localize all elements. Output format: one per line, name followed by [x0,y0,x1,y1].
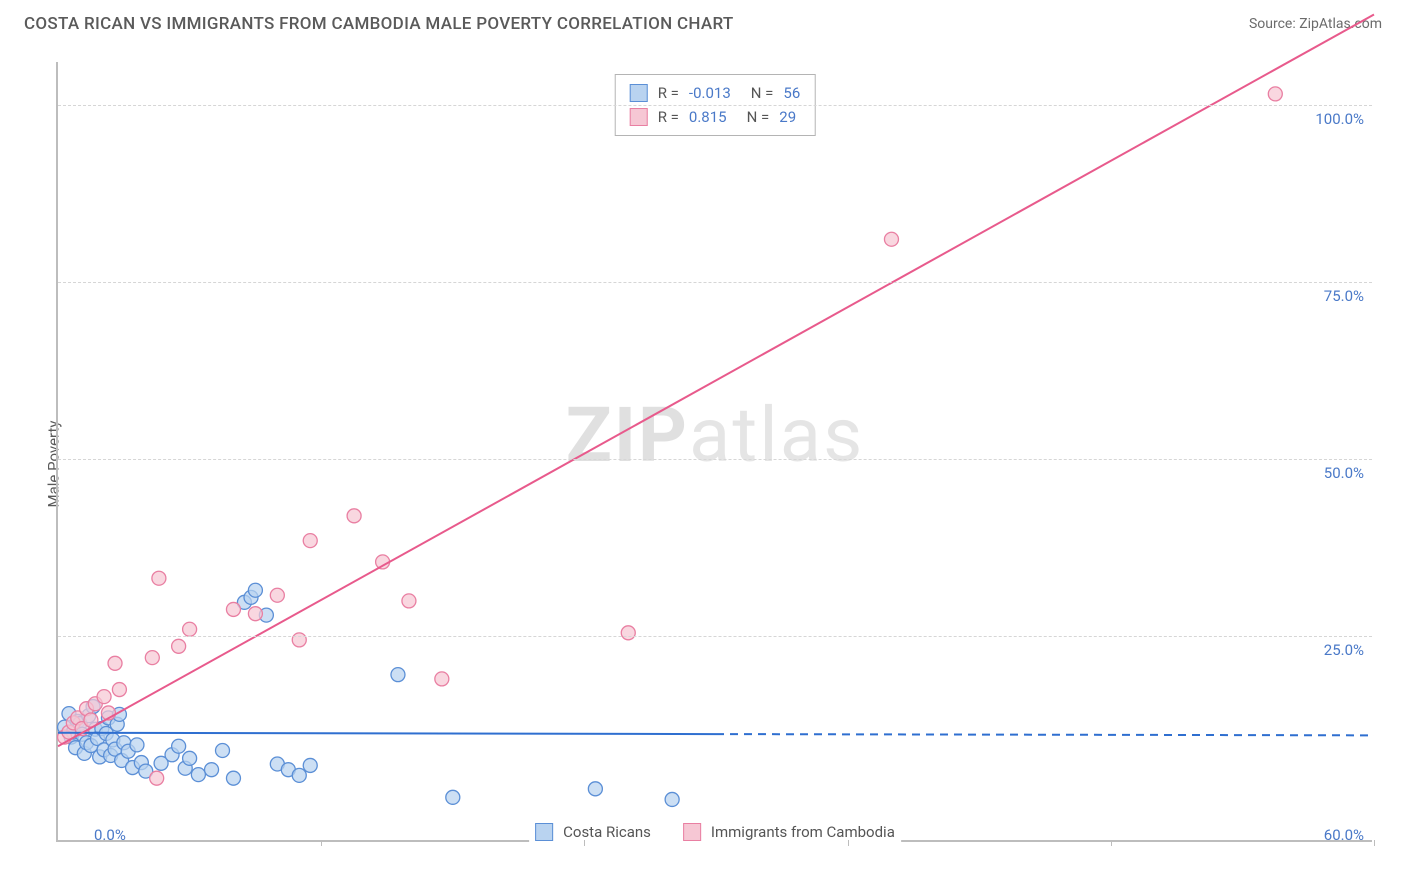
data-point [205,763,219,777]
plot-area: ZIPatlas R = -0.013N = 56R = 0.815N = 29… [56,62,1372,842]
y-tick-label: 100.0% [1315,110,1364,128]
data-point [248,583,262,597]
data-point [402,594,416,608]
data-point [1268,87,1282,101]
data-point [150,771,164,785]
data-point [588,782,602,796]
data-point [183,622,197,636]
data-point [216,744,230,758]
x-tick [321,840,322,846]
data-point [270,588,284,602]
data-point [621,626,635,640]
regression-line-extrapolated [716,734,1374,735]
stats-legend-row: R = -0.013 N = 56 [630,81,801,105]
source-attribution: Source: ZipAtlas.com [1249,16,1382,32]
data-point [152,571,166,585]
data-point [665,792,679,806]
r-label: R = [658,105,679,129]
data-point [226,771,240,785]
data-point [303,534,317,548]
data-point [97,690,111,704]
x-tick [584,840,585,846]
x-tick [848,840,849,846]
series-legend-item: Immigrants from Cambodia [683,820,895,844]
data-point [108,656,122,670]
data-point [130,738,144,752]
gridline [58,282,1372,283]
gridline [58,105,1372,106]
data-point [435,672,449,686]
n-label: N = [747,105,770,129]
legend-swatch [535,823,553,841]
data-point [303,758,317,772]
chart-title: COSTA RICAN VS IMMIGRANTS FROM CAMBODIA … [24,14,734,34]
data-point [172,739,186,753]
data-point [446,790,460,804]
data-point [183,751,197,765]
y-tick-label: 50.0% [1324,464,1364,482]
x-origin-label: 0.0% [94,826,126,844]
data-point [172,639,186,653]
data-point [347,509,361,523]
n-label: N = [751,81,774,105]
r-label: R = [658,81,679,105]
x-tick [1111,840,1112,846]
source-link[interactable]: ZipAtlas.com [1299,16,1382,32]
data-point [248,607,262,621]
legend-swatch [630,84,648,102]
x-tick [1374,840,1375,846]
data-point [884,232,898,246]
series-label: Costa Ricans [563,820,651,844]
data-point [226,602,240,616]
plot-svg [58,62,1372,840]
data-point [191,768,205,782]
legend-swatch [630,108,648,126]
y-tick-label: 75.0% [1324,287,1364,305]
y-tick-label: 25.0% [1324,641,1364,659]
gridline [58,459,1372,460]
source-prefix: Source: [1249,16,1299,32]
r-value: 0.815 [689,105,727,129]
data-point [112,683,126,697]
series-legend-item: Costa Ricans [535,820,651,844]
data-point [292,768,306,782]
gridline [58,636,1372,637]
chart-container: Male Poverty ZIPatlas R = -0.013N = 56R … [16,54,1392,874]
series-label: Immigrants from Cambodia [711,820,895,844]
r-value: -0.013 [689,81,731,105]
data-point [391,668,405,682]
data-point [292,633,306,647]
x-end-label: 60.0% [1324,826,1364,844]
stats-legend-row: R = 0.815 N = 29 [630,105,801,129]
legend-swatch [683,823,701,841]
data-point [145,651,159,665]
n-value: 29 [779,105,796,129]
regression-line [58,733,716,734]
n-value: 56 [783,81,800,105]
